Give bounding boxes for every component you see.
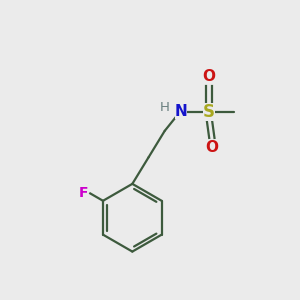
Text: S: S — [203, 103, 215, 121]
Text: F: F — [78, 186, 88, 200]
Text: H: H — [160, 101, 170, 114]
Text: N: N — [175, 104, 187, 119]
Text: O: O — [202, 69, 215, 84]
Text: O: O — [205, 140, 218, 154]
